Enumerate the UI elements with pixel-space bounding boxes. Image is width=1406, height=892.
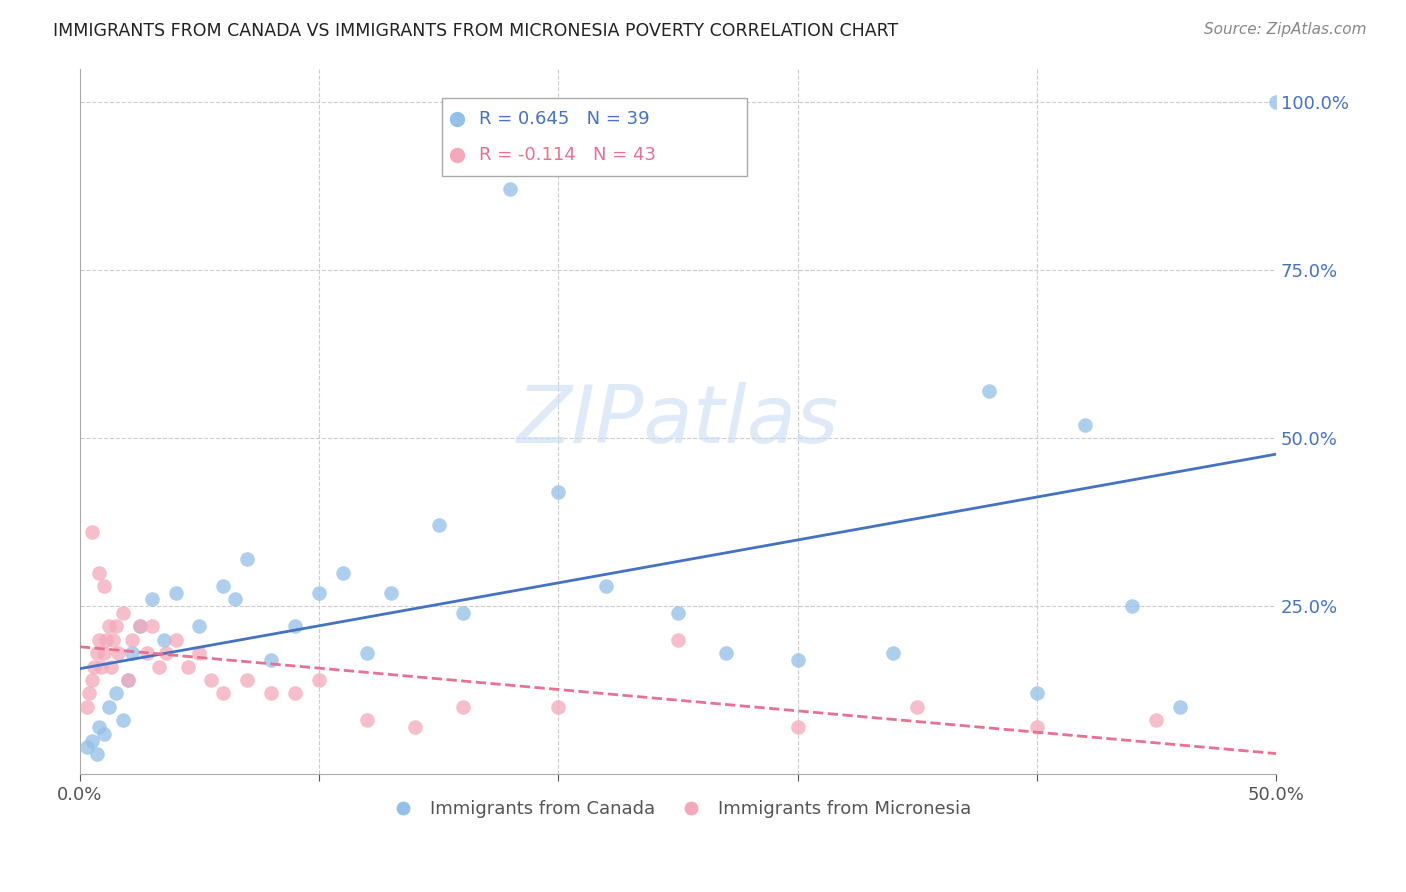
Point [155,646,177,660]
Point [80,733,103,747]
Point [176,659,198,673]
Point [117,673,139,687]
Point [87,632,110,647]
Point [148,659,170,673]
Point [80,673,103,687]
Point [882,646,904,660]
Point [977,384,1000,398]
Point [188,619,211,633]
Point [786,653,808,667]
Point [260,653,283,667]
Text: IMMIGRANTS FROM CANADA VS IMMIGRANTS FROM MICRONESIA POVERTY CORRELATION CHART: IMMIGRANTS FROM CANADA VS IMMIGRANTS FRO… [53,22,898,40]
Point [86,646,108,660]
Point [547,484,569,499]
Point [100,659,122,673]
Point [117,673,139,687]
Point [547,700,569,714]
Point [93,727,115,741]
Point [356,646,378,660]
Point [284,686,307,700]
Text: ZIPatlas: ZIPatlas [517,383,839,460]
Point [451,606,474,620]
Point [1144,714,1167,728]
Point [1168,700,1191,714]
Point [905,700,928,714]
Point [111,714,134,728]
Point [83,659,105,673]
Point [141,619,163,633]
Point [165,585,187,599]
Point [90,659,112,673]
Point [499,182,522,196]
Point [76,700,98,714]
Point [595,579,617,593]
Point [103,632,125,647]
Point [111,606,134,620]
Point [666,632,689,647]
Point [284,619,307,633]
Point [97,700,120,714]
Text: Source: ZipAtlas.com: Source: ZipAtlas.com [1204,22,1367,37]
Point [714,646,737,660]
Point [76,740,98,755]
Point [212,579,235,593]
Point [1121,599,1143,614]
Point [332,566,354,580]
Point [1025,686,1047,700]
Point [380,585,402,599]
Point [121,632,143,647]
Point [104,619,127,633]
Point [87,566,110,580]
Point [1265,95,1288,109]
Point [96,632,118,647]
Point [308,673,330,687]
Point [135,646,157,660]
Point [121,646,143,660]
Point [1073,417,1095,432]
Point [260,686,283,700]
Point [356,714,378,728]
Point [212,686,235,700]
Point [128,619,150,633]
Legend: Immigrants from Canada, Immigrants from Micronesia: Immigrants from Canada, Immigrants from … [377,793,979,825]
Point [308,585,330,599]
Point [87,720,110,734]
Point [128,619,150,633]
Point [200,673,222,687]
Point [236,552,259,566]
Point [224,592,246,607]
Point [141,592,163,607]
Point [404,720,426,734]
Point [80,525,103,540]
Point [93,579,115,593]
Point [666,606,689,620]
Point [104,686,127,700]
Point [236,673,259,687]
Point [97,619,120,633]
Point [427,518,450,533]
Point [786,720,808,734]
Point [93,646,115,660]
Point [107,646,129,660]
Point [451,700,474,714]
Point [152,632,174,647]
Point [86,747,108,761]
Point [165,632,187,647]
Point [1025,720,1047,734]
Point [79,686,101,700]
Point [188,646,211,660]
